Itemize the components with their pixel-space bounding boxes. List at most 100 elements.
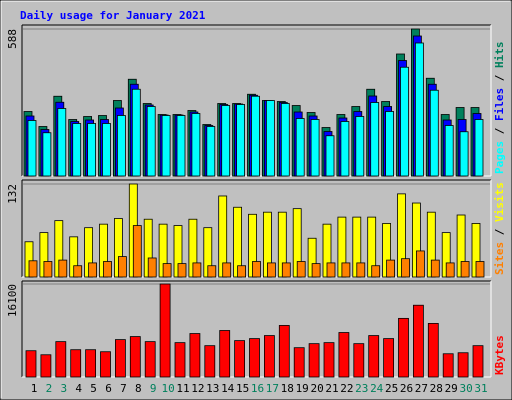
- x-tick-label: 15: [236, 382, 249, 395]
- bar: [370, 102, 380, 177]
- x-tick-label: 1: [31, 382, 38, 395]
- bar: [129, 336, 141, 378]
- bar: [356, 262, 366, 278]
- legend-entry: Pages: [493, 141, 506, 174]
- bar: [265, 100, 275, 177]
- bar: [204, 345, 216, 378]
- bar: [57, 108, 67, 177]
- bar: [371, 265, 381, 278]
- x-tick-label: 11: [176, 382, 189, 395]
- bar: [191, 113, 201, 177]
- legend-entry: KBytes: [493, 335, 506, 375]
- bar: [222, 262, 232, 278]
- x-tick-label: 17: [266, 382, 279, 395]
- x-tick-label: 27: [415, 382, 428, 395]
- bar: [144, 341, 156, 378]
- bar: [400, 66, 409, 177]
- bar: [131, 88, 141, 177]
- y-tick-label: 588: [6, 29, 19, 49]
- chart-title: Daily usage for January 2021: [20, 9, 206, 22]
- bar: [206, 126, 216, 177]
- bar: [401, 258, 410, 278]
- bar: [457, 352, 469, 378]
- legend: Sites / Visits: [493, 182, 506, 275]
- x-tick-label: 7: [120, 382, 127, 395]
- bar: [251, 95, 260, 177]
- bar: [472, 345, 484, 378]
- x-tick-label: 24: [370, 382, 384, 395]
- legend-separator: /: [493, 121, 506, 141]
- bar: [311, 263, 321, 278]
- bar: [444, 125, 454, 177]
- x-tick-label: 18: [281, 382, 294, 395]
- bar: [189, 333, 201, 378]
- bar: [174, 342, 186, 378]
- bar: [442, 353, 454, 378]
- bar: [73, 265, 83, 278]
- x-tick-label: 20: [310, 382, 323, 395]
- bar: [85, 349, 96, 378]
- x-tick-label: 5: [90, 382, 97, 395]
- bar: [28, 260, 38, 278]
- bar: [159, 283, 171, 378]
- bar: [281, 262, 291, 278]
- x-tick-label: 13: [206, 382, 219, 395]
- x-tick-label: 22: [340, 382, 353, 395]
- x-tick-label: 2: [46, 382, 53, 395]
- bar: [325, 135, 335, 177]
- x-tick-label: 10: [161, 382, 174, 395]
- bar: [266, 262, 276, 278]
- bar: [72, 123, 82, 177]
- legend-entry: Sites: [493, 242, 506, 275]
- bar: [100, 351, 111, 378]
- bar: [177, 263, 187, 278]
- bar: [237, 265, 247, 278]
- x-tick-label: 3: [60, 382, 67, 395]
- bar: [55, 341, 67, 378]
- x-tick-label: 23: [355, 382, 368, 395]
- bar: [192, 262, 202, 278]
- bar: [43, 261, 53, 278]
- legend: Pages / Files / Hits: [493, 42, 506, 175]
- bar: [249, 338, 260, 378]
- bar: [132, 225, 142, 278]
- bar: [295, 118, 305, 177]
- bar: [415, 250, 425, 278]
- bar: [338, 332, 350, 378]
- bar: [162, 263, 172, 278]
- bar: [296, 261, 306, 278]
- x-tick-label: 28: [430, 382, 443, 395]
- bar: [326, 262, 336, 278]
- bar: [117, 115, 126, 177]
- bar: [340, 121, 350, 177]
- x-tick-label: 16: [251, 382, 264, 395]
- bar: [102, 123, 111, 177]
- x-tick-label: 4: [75, 382, 82, 395]
- bar: [368, 335, 380, 378]
- bar: [115, 339, 126, 378]
- bar: [278, 325, 290, 378]
- bar: [308, 343, 320, 378]
- bar: [414, 42, 424, 177]
- bar: [70, 349, 82, 378]
- bar: [118, 256, 127, 278]
- bar: [445, 262, 455, 278]
- x-tick-label: 29: [445, 382, 458, 395]
- bar: [475, 261, 485, 278]
- bar: [280, 103, 290, 177]
- bar: [236, 104, 246, 177]
- x-tick-label: 26: [400, 382, 413, 395]
- legend-separator: /: [493, 68, 506, 88]
- bar: [474, 119, 484, 177]
- bar: [234, 340, 246, 378]
- bar: [341, 262, 351, 278]
- bar: [412, 304, 424, 378]
- x-tick-label: 12: [191, 382, 204, 395]
- bar: [27, 120, 37, 177]
- bar: [25, 350, 37, 378]
- bar: [147, 257, 157, 278]
- x-tick-label: 8: [135, 382, 142, 395]
- bar: [310, 119, 320, 177]
- bar: [146, 106, 156, 177]
